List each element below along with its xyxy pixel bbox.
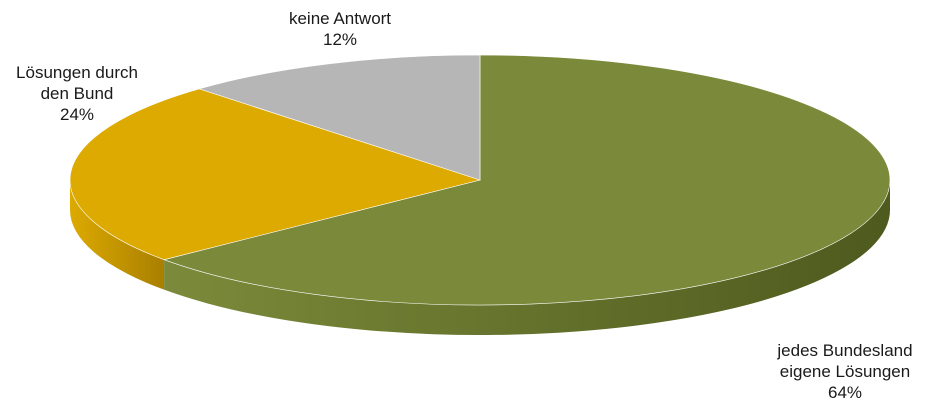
pie-slice — [163, 54, 891, 306]
slice-label-line: eigene Lösungen — [779, 362, 911, 381]
pie-slice-side — [164, 180, 891, 336]
slice-value-label: 24% — [59, 105, 95, 124]
slice-value-label: 12% — [322, 30, 358, 49]
pie-slice-side — [70, 180, 165, 290]
slice-label-jedes-bundesland: jedes Bundesland eigene Lösungen 64% — [770, 340, 920, 403]
slice-label-loesungen-durch-den-bund: Lösungen durch den Bund 24% — [2, 62, 152, 125]
slice-label-line: jedes Bundesland — [777, 341, 913, 360]
slice-label-line: keine Antwort — [288, 9, 392, 28]
slice-label-line: Lösungen durch — [16, 63, 138, 82]
pie-slice — [198, 54, 481, 181]
slice-label-keine-antwort: keine Antwort 12% — [270, 8, 410, 50]
slice-value-label: 64% — [827, 383, 863, 402]
slice-label-line: den Bund — [40, 84, 114, 103]
pie-slice — [69, 88, 482, 260]
